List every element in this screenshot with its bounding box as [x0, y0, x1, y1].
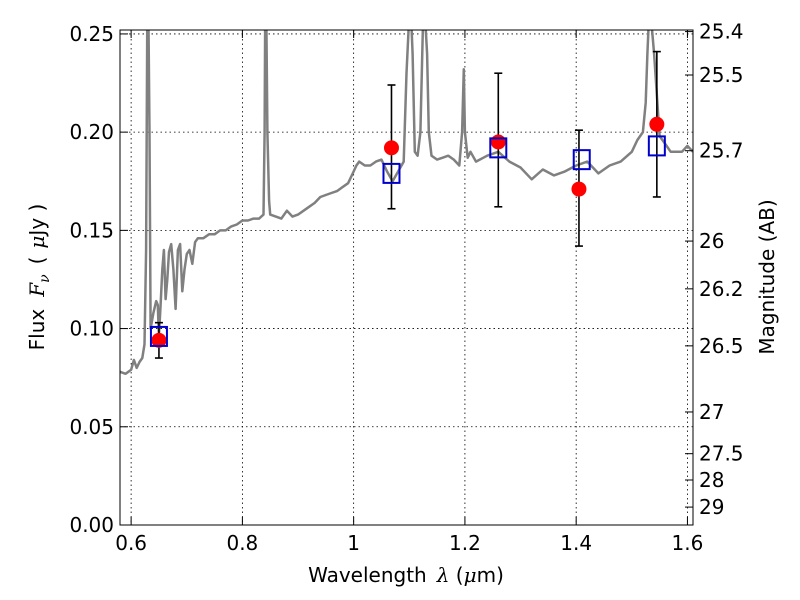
y2-tick-label: 27.5	[699, 442, 744, 466]
observed-point	[571, 181, 587, 197]
model-spectrum-line	[120, 30, 693, 376]
y2-axis-title: Magnitude (AB)	[755, 199, 779, 354]
model-photometry-point	[149, 325, 168, 347]
observed-point	[490, 134, 506, 150]
y2-tick-label: 26.2	[699, 277, 744, 301]
tick-labels: 0.6 0.8 1 1.2 1.4 1.6 0.00 0.05 0.10 0.15 0.20 0.25…	[69, 20, 743, 555]
y-axis-title: FluxFν(μJy )	[25, 204, 53, 351]
plot-content	[120, 30, 693, 376]
x-tick-label: 0.6	[115, 531, 147, 555]
x-tick-label: 0.8	[226, 531, 258, 555]
observed-point	[649, 116, 665, 132]
y2-tick-label: 27	[699, 400, 724, 424]
y2-tick-label: 25.5	[699, 63, 744, 87]
y-tick-label: 0.05	[69, 415, 114, 439]
x-axis-title: Wavelength λ (μm)	[308, 563, 504, 587]
y2-tick-label: 26	[699, 229, 724, 253]
observed-points	[151, 116, 665, 348]
y-tick-label: 0.00	[69, 513, 114, 537]
x-tick-label: 1	[347, 531, 360, 555]
y2-tick-label: 25.4	[699, 20, 744, 44]
model-photometry-points	[149, 135, 666, 347]
y2-tick-label: 26.5	[699, 334, 744, 358]
y2-tick-label: 29	[699, 495, 724, 519]
model-photometry-point	[572, 149, 591, 171]
error-bars	[154, 50, 661, 359]
model-photometry-point	[647, 135, 666, 157]
model-photometry-point	[489, 137, 508, 159]
x-tick-label: 1.6	[672, 531, 704, 555]
y-tick-label: 0.15	[69, 218, 114, 242]
y-tick-label: 0.10	[69, 317, 114, 341]
y-tick-label: 0.25	[69, 22, 114, 46]
y2-tick-label: 25.7	[699, 139, 744, 163]
x-tick-label: 1.4	[560, 531, 592, 555]
observed-point	[383, 140, 399, 156]
model-photometry-point	[382, 162, 401, 184]
axis-ticks	[120, 30, 693, 526]
observed-point	[151, 332, 167, 348]
plot-frame	[119, 29, 694, 526]
y2-tick-label: 28	[699, 468, 724, 492]
x-tick-label: 1.2	[449, 531, 481, 555]
y-tick-label: 0.20	[69, 120, 114, 144]
